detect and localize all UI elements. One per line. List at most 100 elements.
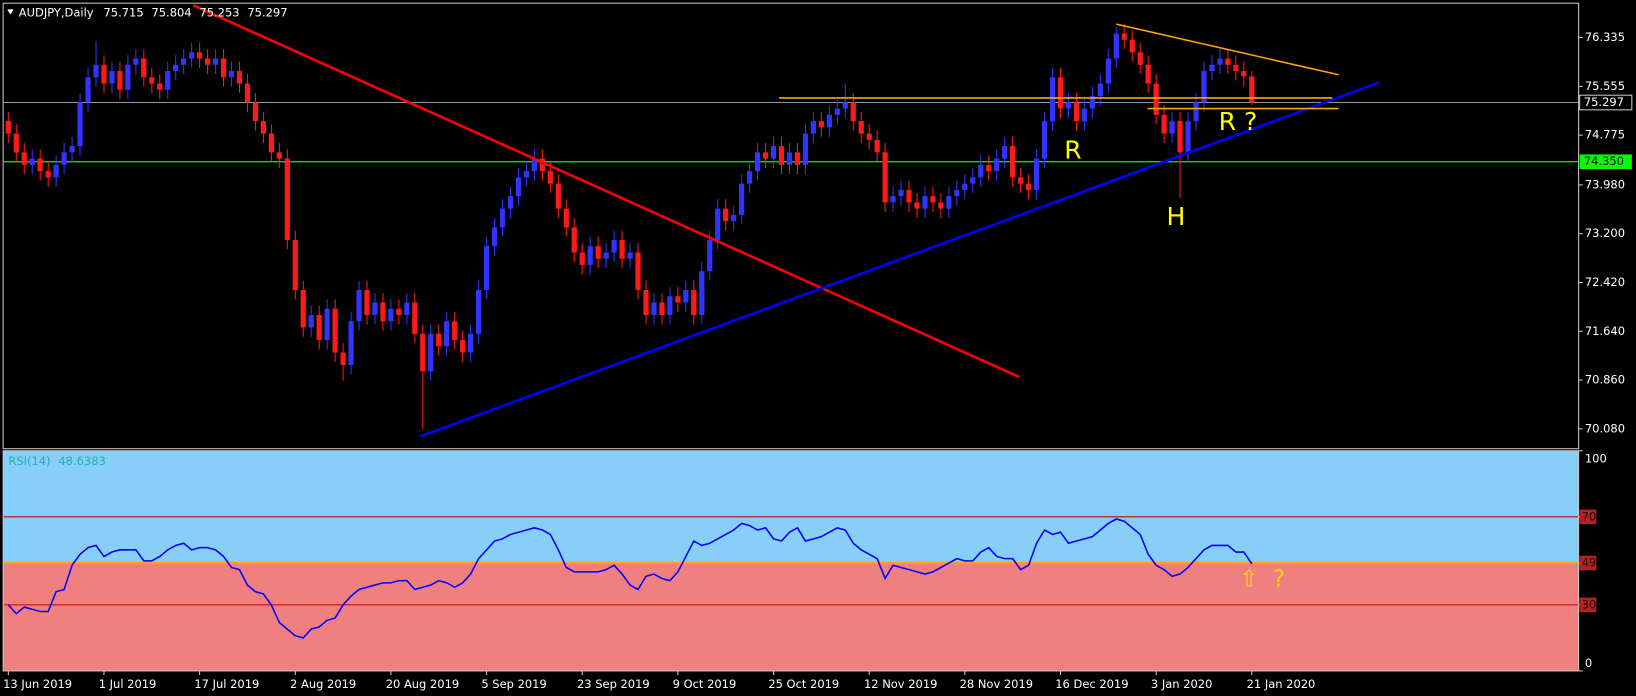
price-panel	[2, 2, 1580, 450]
candle-body	[316, 315, 322, 341]
rsi-annotation: ⇧	[1240, 567, 1259, 593]
x-tick-label: 13 Jun 2019	[3, 677, 72, 691]
rsi-annotation: ?	[1273, 567, 1285, 593]
candle-body	[388, 308, 394, 322]
candle-body	[420, 333, 426, 372]
candle-body	[834, 108, 840, 115]
candle-body	[531, 158, 538, 172]
candle-body	[1057, 77, 1064, 109]
candle-body	[611, 239, 617, 253]
x-tick-label: 3 Jan 2020	[1151, 677, 1212, 691]
candle-body	[428, 333, 434, 372]
candle-body	[1161, 114, 1167, 134]
candle-body	[491, 227, 498, 247]
candle-body	[1153, 83, 1159, 115]
candle-body	[707, 239, 713, 272]
rsi-upper-zone	[3, 450, 1579, 564]
candle-body	[747, 171, 753, 184]
x-tick-label: 21 Jan 2020	[1247, 677, 1316, 691]
candle-body	[189, 52, 195, 59]
candle-body	[29, 158, 35, 165]
candle-body	[197, 52, 203, 59]
candle-body	[276, 152, 282, 159]
candle-body	[149, 77, 155, 84]
candle-body	[173, 64, 179, 72]
rsi-tag	[1579, 597, 1597, 613]
candle-body	[1169, 121, 1175, 134]
candle-body	[1041, 121, 1048, 159]
candle-body	[731, 214, 737, 222]
annotation: R	[1064, 135, 1081, 164]
candle-body	[475, 289, 482, 334]
x-tick-label: 16 Dec 2019	[1055, 677, 1128, 691]
candle-body	[300, 289, 306, 328]
candle-body	[762, 152, 769, 159]
candle-body	[284, 158, 290, 240]
candle-body	[715, 208, 721, 240]
y-tick-label: 75.555	[1585, 79, 1625, 93]
y-tick-label: 74.775	[1585, 128, 1625, 142]
candle-body	[483, 246, 490, 290]
candle-body	[133, 58, 139, 65]
candle-body	[165, 71, 171, 90]
candle-body	[1018, 177, 1024, 184]
candle-body	[292, 239, 298, 290]
rsi-border	[2, 450, 1580, 672]
candle-body	[157, 83, 163, 90]
current-price-label: 75.297	[1584, 95, 1624, 109]
candle-body	[1233, 64, 1239, 72]
candle-body	[770, 146, 777, 159]
candle-body	[1225, 58, 1231, 65]
rsi-tick-label: 0	[1585, 656, 1592, 670]
candle-body	[236, 71, 243, 84]
candle-body	[1185, 121, 1191, 153]
candle-body	[691, 289, 697, 316]
x-tick-label: 23 Sep 2019	[577, 677, 650, 691]
y-tick-label: 70.860	[1585, 373, 1625, 387]
rsi-plot: ⇧?	[3, 516, 1579, 639]
candle-body	[858, 121, 864, 134]
y-tick-label: 70.080	[1585, 421, 1625, 435]
candle-body	[1097, 83, 1103, 97]
x-tick-label: 25 Oct 2019	[768, 677, 839, 691]
candle-body	[850, 102, 856, 122]
price-plot: R H R ?	[3, 4, 1579, 438]
candle-body	[898, 189, 904, 197]
candle-body	[268, 133, 274, 153]
candle-body	[651, 302, 657, 316]
candle-body	[45, 171, 51, 178]
x-tick-label: 5 Sep 2019	[481, 677, 546, 691]
symbol: AUDJPY,Daily	[19, 5, 94, 19]
candle-body	[61, 152, 67, 165]
candle-body	[699, 271, 705, 316]
rsi-tick-label: 70	[1582, 509, 1597, 523]
candle-body	[778, 146, 785, 165]
rsi-tick-label: 30	[1582, 597, 1597, 611]
candle-body	[340, 352, 346, 366]
candle-body	[77, 102, 83, 147]
candle-body	[515, 177, 522, 197]
rsi-tag	[1579, 555, 1597, 571]
candle-body	[659, 302, 665, 316]
high-value: 75.804	[151, 5, 191, 19]
candle-body	[667, 296, 673, 316]
candle-body	[412, 302, 418, 334]
candle-body	[468, 333, 474, 353]
candle-body	[1081, 108, 1088, 122]
candle-body	[348, 321, 354, 366]
candle-body	[1121, 33, 1127, 40]
candle-body	[507, 196, 514, 209]
candle-body	[954, 189, 960, 197]
candle-body	[372, 302, 378, 316]
candle-body	[260, 121, 266, 134]
candle-body	[970, 177, 976, 184]
candle-body	[252, 102, 259, 122]
candle-body	[723, 208, 729, 222]
candle-body	[1249, 76, 1255, 103]
x-tick-label: 17 Jul 2019	[194, 677, 259, 691]
candle-body	[1177, 121, 1183, 153]
candle-body	[930, 196, 936, 203]
y-tick-label: 73.980	[1585, 177, 1625, 191]
candle-body	[619, 239, 625, 259]
